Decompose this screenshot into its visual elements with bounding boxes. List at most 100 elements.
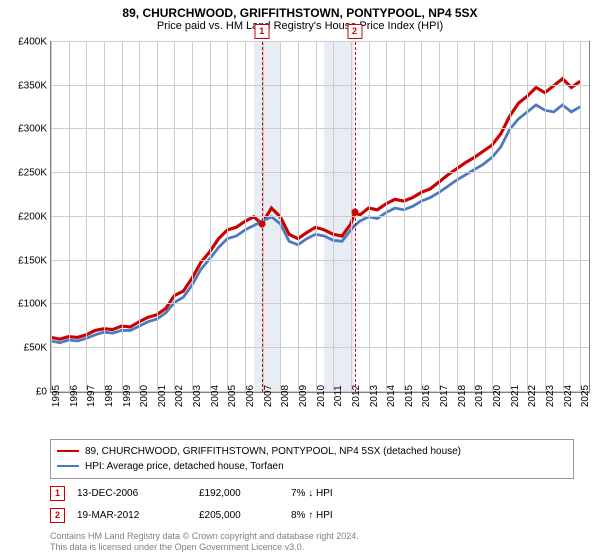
gridline <box>492 42 493 392</box>
gridline <box>316 42 317 392</box>
x-axis-label: 2017 <box>439 385 450 407</box>
legend-item: HPI: Average price, detached house, Torf… <box>57 459 567 474</box>
gridline <box>51 85 589 86</box>
marker-line <box>262 42 263 392</box>
gridline <box>86 42 87 392</box>
gridline <box>51 42 52 392</box>
y-axis-label: £150K <box>18 255 47 266</box>
gridline <box>227 42 228 392</box>
marker-badge: 2 <box>347 24 362 39</box>
sale-row: 1 13-DEC-2006 £192,000 7% ↓ HPI <box>50 483 574 505</box>
sale-marker-icon: 1 <box>50 486 65 501</box>
gridline <box>580 42 581 392</box>
sale-marker-icon: 2 <box>50 508 65 523</box>
x-axis-label: 2002 <box>174 385 185 407</box>
gridline <box>351 42 352 392</box>
y-axis-label: £0 <box>36 386 47 397</box>
gridline <box>192 42 193 392</box>
sale-date: 19-MAR-2012 <box>77 510 187 521</box>
sale-price: £205,000 <box>199 510 279 521</box>
gridline <box>51 347 589 348</box>
x-axis-label: 2025 <box>580 385 591 407</box>
gridline <box>527 42 528 392</box>
x-axis-label: 1997 <box>86 385 97 407</box>
sale-date: 13-DEC-2006 <box>77 488 187 499</box>
gridline <box>104 42 105 392</box>
x-axis-label: 2006 <box>245 385 256 407</box>
sale-row: 2 19-MAR-2012 £205,000 8% ↑ HPI <box>50 505 574 527</box>
sales-table: 1 13-DEC-2006 £192,000 7% ↓ HPI 2 19-MAR… <box>50 483 574 527</box>
gridline <box>157 42 158 392</box>
x-axis-label: 2016 <box>421 385 432 407</box>
x-axis-label: 2007 <box>263 385 274 407</box>
x-axis-label: 2008 <box>280 385 291 407</box>
x-axis-label: 1996 <box>69 385 80 407</box>
gridline <box>474 42 475 392</box>
x-axis-label: 2010 <box>316 385 327 407</box>
legend: 89, CHURCHWOOD, GRIFFITHSTOWN, PONTYPOOL… <box>50 439 574 479</box>
gridline <box>245 42 246 392</box>
x-axis-label: 2001 <box>157 385 168 407</box>
gridline <box>421 42 422 392</box>
legend-swatch <box>57 450 79 452</box>
x-axis-label: 2021 <box>510 385 521 407</box>
gridline <box>369 42 370 392</box>
gridline <box>263 42 264 392</box>
gridline <box>545 42 546 392</box>
gridline <box>563 42 564 392</box>
x-axis-label: 2018 <box>457 385 468 407</box>
footer-line: Contains HM Land Registry data © Crown c… <box>50 531 574 543</box>
x-axis-label: 2005 <box>227 385 238 407</box>
y-axis-label: £400K <box>18 37 47 48</box>
chart-lines <box>51 42 589 392</box>
x-axis-label: 1995 <box>51 385 62 407</box>
gridline <box>333 42 334 392</box>
x-axis-label: 2012 <box>351 385 362 407</box>
marker-line <box>355 42 356 392</box>
x-axis-label: 2014 <box>386 385 397 407</box>
sale-diff: 8% ↑ HPI <box>291 510 371 521</box>
sale-point-icon <box>258 220 265 227</box>
legend-label: 89, CHURCHWOOD, GRIFFITHSTOWN, PONTYPOOL… <box>85 446 461 457</box>
x-axis-label: 2019 <box>474 385 485 407</box>
sale-price: £192,000 <box>199 488 279 499</box>
legend-item: 89, CHURCHWOOD, GRIFFITHSTOWN, PONTYPOOL… <box>57 444 567 459</box>
y-axis-label: £300K <box>18 124 47 135</box>
gridline <box>386 42 387 392</box>
gridline <box>51 216 589 217</box>
x-axis-label: 2015 <box>404 385 415 407</box>
x-axis-label: 1999 <box>122 385 133 407</box>
gridline <box>51 260 589 261</box>
chart-canvas: £0£50K£100K£150K£200K£250K£300K£350K£400… <box>50 41 590 393</box>
gridline <box>439 42 440 392</box>
gridline <box>210 42 211 392</box>
y-axis-label: £250K <box>18 168 47 179</box>
x-axis-label: 1998 <box>104 385 115 407</box>
footer-line: This data is licensed under the Open Gov… <box>50 542 574 554</box>
x-axis-label: 2024 <box>563 385 574 407</box>
page-title: 89, CHURCHWOOD, GRIFFITHSTOWN, PONTYPOOL… <box>0 0 600 20</box>
x-axis-label: 2011 <box>333 385 344 407</box>
gridline <box>298 42 299 392</box>
gridline <box>404 42 405 392</box>
sale-diff: 7% ↓ HPI <box>291 488 371 499</box>
page-subtitle: Price paid vs. HM Land Registry's House … <box>0 20 600 36</box>
x-axis-label: 2020 <box>492 385 503 407</box>
gridline <box>122 42 123 392</box>
x-axis-label: 2022 <box>527 385 538 407</box>
marker-badge: 1 <box>254 24 269 39</box>
legend-label: HPI: Average price, detached house, Torf… <box>85 461 284 472</box>
gridline <box>280 42 281 392</box>
y-axis-label: £350K <box>18 80 47 91</box>
page: 89, CHURCHWOOD, GRIFFITHSTOWN, PONTYPOOL… <box>0 0 600 560</box>
gridline <box>174 42 175 392</box>
gridline <box>51 303 589 304</box>
sale-point-icon <box>351 209 358 216</box>
footer: Contains HM Land Registry data © Crown c… <box>50 531 574 554</box>
y-axis-label: £200K <box>18 211 47 222</box>
x-axis-label: 2004 <box>210 385 221 407</box>
gridline <box>69 42 70 392</box>
gridline <box>457 42 458 392</box>
y-axis-label: £50K <box>24 342 47 353</box>
gridline <box>51 41 589 42</box>
